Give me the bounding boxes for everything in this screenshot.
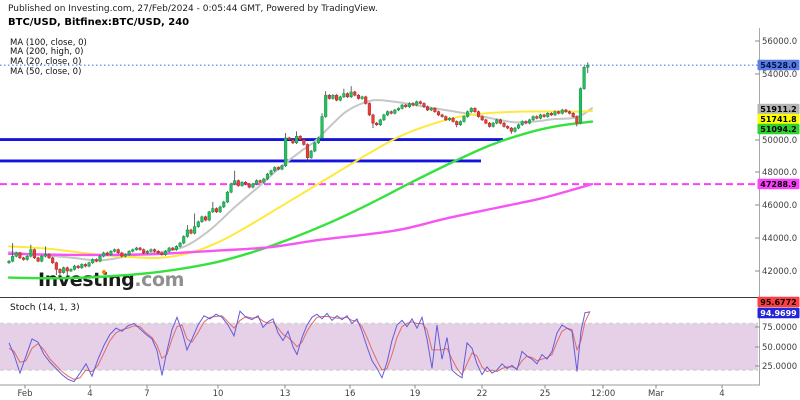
ma-curve-ma-100-close [7, 120, 594, 280]
axis-badge-value: 54528.0 [760, 61, 797, 70]
ma-curve-ma-50-close [8, 109, 593, 260]
axis-tick-label: 75.0000 [762, 323, 797, 333]
axis-tick-label: 25.0000 [762, 362, 797, 372]
axis-badge-value: 51911.2 [760, 105, 796, 114]
time-tick-label: 22 [477, 389, 488, 399]
price-axis-labels: 56000.0 54000.0 50000.0 48000.0 46000.0 44000… [755, 37, 797, 372]
ma-legend-item-100: MA (100, close, 0) [10, 38, 87, 48]
ma-legend-item-200: MA (200, high, 0) [10, 47, 84, 57]
ma-curve-ma-200-high [7, 182, 594, 257]
axis-badge-value: 51741.8 [760, 115, 797, 124]
stoch-d-line [8, 311, 591, 380]
axis-badge [757, 113, 800, 125]
axis-tick-label: 46000.0 [762, 201, 797, 211]
candlestick-series [7, 62, 590, 278]
logo-text: Invest [38, 269, 102, 291]
axes [0, 28, 760, 386]
stoch-band [0, 323, 758, 370]
time-tick-label: 16 [345, 389, 356, 399]
axis-badge [757, 123, 800, 135]
time-tick-label: 4 [87, 389, 92, 399]
axis-badge [757, 307, 800, 319]
time-tick-label: 10 [213, 389, 224, 399]
ma-legend-item-50: MA (50, close, 0) [10, 67, 82, 77]
axis-badge-value: 94.9699 [760, 309, 797, 318]
axis-badge-value: 95.6772 [760, 298, 796, 307]
stochastic-pane [0, 310, 758, 383]
logo-flame-dot: i [101, 269, 109, 291]
time-tick-label: 25 [540, 389, 551, 399]
axis-tick-label: 42000.0 [762, 267, 797, 277]
level-lines [0, 64, 758, 186]
time-tick-label: 4 [719, 389, 724, 399]
axis-tick-label: 44000.0 [762, 234, 797, 244]
stochastic-indicator-label: Stoch (14, 1, 3) [10, 303, 80, 313]
ma-curves [7, 99, 594, 280]
axis-badge [757, 103, 800, 115]
axis-tick-label: 48000.0 [762, 168, 797, 178]
time-tick-label: Feb [17, 389, 32, 399]
time-tick-label: 7 [144, 389, 149, 399]
axis-tick-label: 50.0000 [762, 343, 797, 353]
axis-tick-label: 56000.0 [762, 37, 797, 47]
time-axis-labels: Feb 4 7 10 13 16 19 22 25 12:00 Mar 4 [17, 385, 725, 399]
time-tick-label: 12:00 [591, 389, 616, 399]
axis-tick-label: 54000.0 [762, 70, 797, 80]
stoch-k-line [8, 310, 591, 383]
axis-badge-value: 47288.9 [760, 180, 797, 189]
time-tick-label: 19 [410, 389, 421, 399]
publish-attribution-line: Published on Investing.com, 27/Feb/2024 … [8, 4, 378, 14]
axis-badge-value: 51094.2 [760, 125, 796, 134]
symbol-title: BTC/USD, Bitfinex:BTC/USD, 240 [8, 17, 190, 28]
ma-legend-item-20: MA (20, close, 0) [10, 57, 82, 67]
axis-badge [757, 59, 800, 71]
axis-badge [757, 296, 800, 308]
axis-badge [757, 178, 800, 190]
time-tick-label: 13 [280, 389, 291, 399]
time-tick-label: Mar [648, 389, 665, 399]
axis-tick-label: 50000.0 [762, 136, 797, 146]
